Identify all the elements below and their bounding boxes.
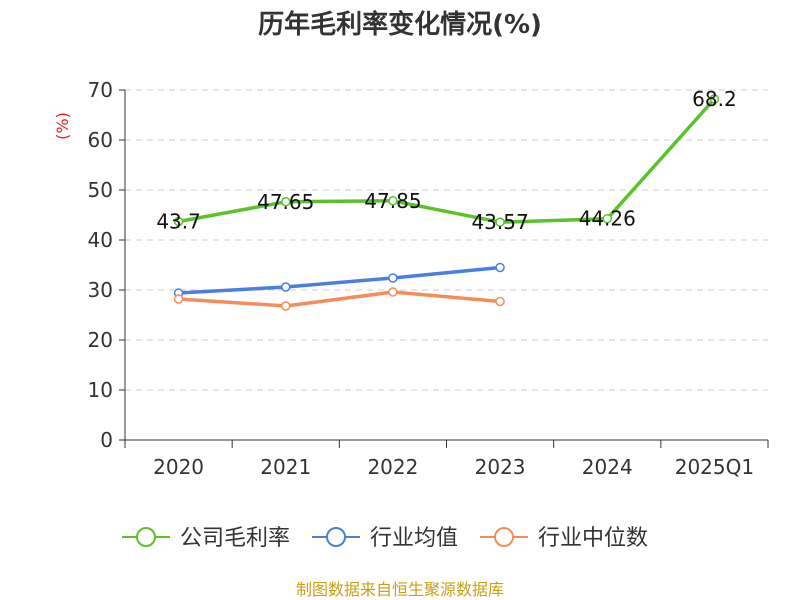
y-tick-label: 10 bbox=[88, 378, 113, 402]
data-labels: 43.7 47.65 47.85 43.57 44.26 68.2 bbox=[156, 87, 736, 234]
legend-swatch-marker bbox=[326, 527, 347, 547]
legend-item-0[interactable]: 公司毛利率 bbox=[122, 526, 290, 551]
x-tick-label: 2025Q1 bbox=[675, 455, 754, 479]
series-point-2 bbox=[281, 301, 291, 311]
chart-title: 历年毛利率变化情况(%) bbox=[258, 9, 542, 40]
series-line-1 bbox=[178, 265, 501, 295]
x-tick-label: 2020 bbox=[153, 455, 204, 479]
series-point-0 bbox=[602, 213, 612, 224]
series-point-0 bbox=[495, 217, 505, 227]
y-tick-label: 70 bbox=[88, 78, 113, 102]
x-tick-label: 2024 bbox=[582, 455, 633, 479]
grid-lines bbox=[125, 89, 768, 391]
legend-label: 行业均值 bbox=[370, 526, 458, 551]
legend-item-2[interactable]: 行业中位数 bbox=[480, 526, 648, 551]
series-point-2 bbox=[495, 296, 505, 307]
source-note: 制图数据来自恒生聚源数据库 bbox=[296, 580, 504, 599]
legend-item-1[interactable]: 行业均值 bbox=[312, 526, 458, 551]
data-label: 43.7 bbox=[156, 210, 201, 234]
data-label: 43.57 bbox=[471, 210, 528, 234]
y-axis-label: (%) bbox=[53, 112, 72, 140]
x-tick-label: 2022 bbox=[367, 455, 418, 479]
x-tick-label: 2023 bbox=[475, 455, 526, 479]
series-point-1 bbox=[388, 273, 398, 283]
x-tick-label: 2021 bbox=[260, 455, 311, 479]
data-label: 44.26 bbox=[579, 207, 636, 231]
series-point-0 bbox=[388, 196, 398, 206]
series-point-0 bbox=[173, 216, 184, 227]
legend[interactable]: 公司毛利率 行业均值 行业中位数 bbox=[122, 526, 648, 551]
y-tick-label: 40 bbox=[88, 228, 113, 252]
axes: 0 10 20 30 40 50 60 70 2020 2021 2022 2023 2024 2025Q… bbox=[88, 78, 769, 479]
data-label: 68.2 bbox=[692, 87, 737, 111]
data-label: 47.85 bbox=[364, 189, 421, 213]
series-lines bbox=[173, 94, 720, 311]
legend-swatch-marker bbox=[494, 527, 515, 547]
series-point-2 bbox=[173, 294, 184, 304]
series-line-2 bbox=[178, 290, 501, 308]
series-point-1 bbox=[281, 282, 291, 292]
y-tick-label: 0 bbox=[100, 428, 113, 452]
series-point-0 bbox=[281, 197, 291, 207]
legend-label: 行业中位数 bbox=[538, 526, 648, 551]
series-point-2 bbox=[388, 287, 398, 297]
legend-label: 公司毛利率 bbox=[180, 526, 290, 551]
data-label: 47.65 bbox=[257, 190, 314, 214]
y-tick-label: 30 bbox=[88, 278, 113, 302]
y-tick-label: 20 bbox=[88, 328, 113, 352]
series-line-0 bbox=[178, 97, 716, 224]
y-tick-label: 60 bbox=[88, 128, 113, 152]
y-tick-label: 50 bbox=[88, 178, 113, 202]
series-point-1 bbox=[495, 262, 505, 273]
series-point-0 bbox=[709, 94, 720, 104]
legend-swatch-marker bbox=[136, 527, 156, 547]
